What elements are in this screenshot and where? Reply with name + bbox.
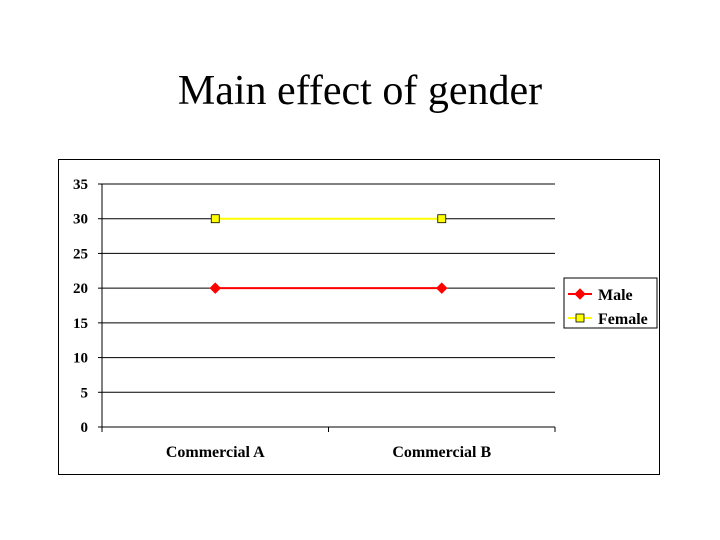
data-point-female	[210, 214, 220, 224]
data-point-male	[436, 282, 448, 294]
x-tick-label: Commercial B	[392, 444, 491, 461]
x-tick-labels: Commercial A Commercial B	[166, 444, 492, 461]
y-tick-labels: 0 5 10 15 20 25 30 35	[73, 177, 88, 436]
y-tick-label: 35	[73, 177, 88, 193]
legend-marker	[575, 313, 585, 323]
legend-item-female: Female	[568, 311, 648, 328]
x-tick-label: Commercial A	[166, 444, 265, 461]
legend-label: Male	[598, 287, 633, 304]
legend: Male Female	[563, 277, 658, 329]
y-tick-label: 10	[73, 351, 88, 367]
y-tick-label: 15	[73, 316, 88, 332]
y-tick-label: 25	[73, 246, 88, 262]
series-male	[209, 282, 448, 294]
y-tick-label: 0	[81, 420, 89, 436]
legend-label: Female	[598, 311, 648, 328]
data-point-female	[437, 214, 447, 224]
series-female	[210, 214, 447, 224]
legend-item-male: Male	[568, 287, 633, 304]
series-lines	[209, 214, 448, 294]
y-tick-label: 5	[81, 385, 89, 401]
chart-frame: 0 5 10 15 20 25 30 35 Commercial A Commercial B …	[58, 159, 660, 475]
y-tick-label: 20	[73, 281, 88, 297]
slide-title: Main effect of gender	[177, 68, 543, 114]
legend-marker	[574, 288, 586, 300]
axes	[98, 183, 556, 432]
data-point-male	[209, 282, 221, 294]
y-tick-label: 30	[73, 212, 88, 228]
